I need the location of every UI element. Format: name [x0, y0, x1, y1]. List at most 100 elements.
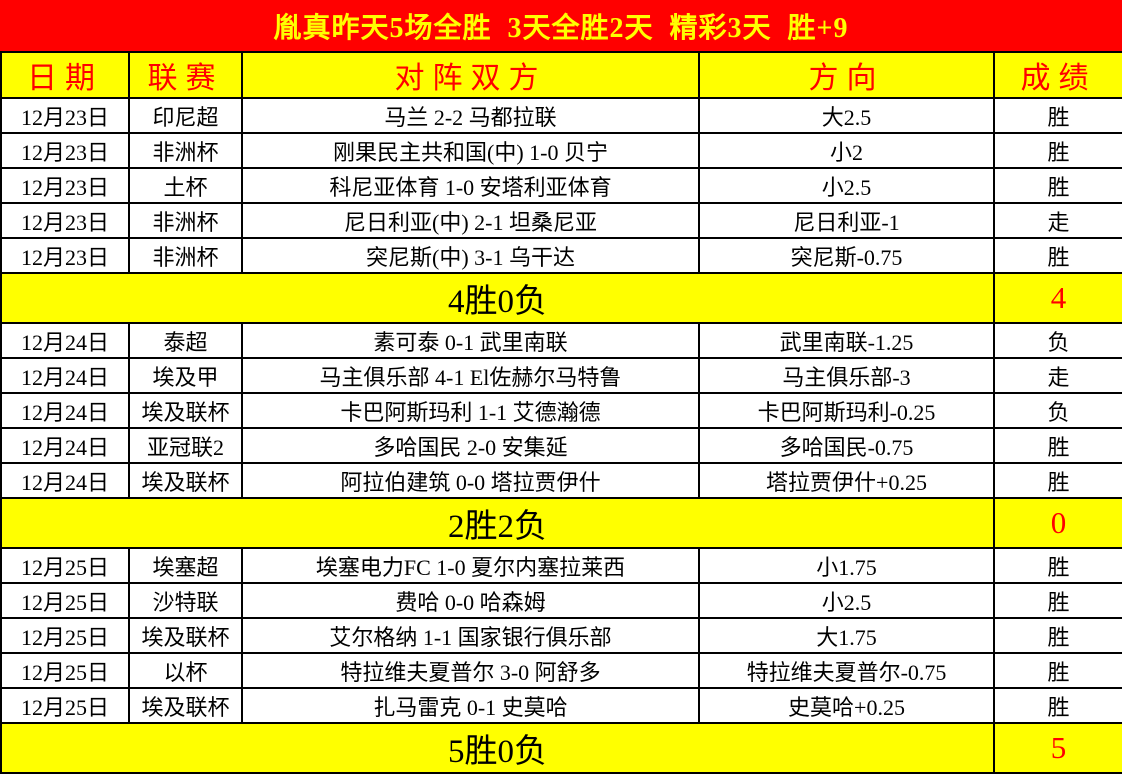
league-cell: 非洲杯	[128, 237, 243, 274]
league-cell: 土杯	[128, 167, 243, 204]
date-cell: 12月25日	[0, 582, 130, 619]
date-cell: 12月25日	[0, 547, 130, 584]
date-cell: 12月25日	[0, 652, 130, 689]
result-cell: 胜	[993, 237, 1122, 274]
match-cell: 素可泰 0-1 武里南联	[241, 322, 700, 359]
match-row: 12月23日 非洲杯 尼日利亚(中) 2-1 坦桑尼亚 尼日利亚-1 走	[0, 202, 1122, 239]
match-cell: 刚果民主共和国(中) 1-0 贝宁	[241, 132, 700, 169]
match-row: 12月25日 埃塞超 埃塞电力FC 1-0 夏尔内塞拉莱西 小1.75 胜	[0, 547, 1122, 584]
date-cell: 12月23日	[0, 167, 130, 204]
direction-cell: 小2.5	[698, 167, 995, 204]
league-cell: 泰超	[128, 322, 243, 359]
date-cell: 12月24日	[0, 462, 130, 499]
header-row: 日期 联赛 对阵双方 方向 成绩	[0, 51, 1122, 99]
promo-banner: 胤真昨天5场全胜 3天全胜2天 精彩3天 胜+9	[0, 0, 1122, 51]
match-row: 12月24日 泰超 素可泰 0-1 武里南联 武里南联-1.25 负	[0, 322, 1122, 359]
match-cell: 科尼亚体育 1-0 安塔利亚体育	[241, 167, 700, 204]
league-cell: 印尼超	[128, 97, 243, 134]
league-cell: 埃及联杯	[128, 617, 243, 654]
direction-cell: 大2.5	[698, 97, 995, 134]
header-league: 联赛	[128, 51, 243, 99]
direction-cell: 马主俱乐部-3	[698, 357, 995, 394]
summary-score: 0	[993, 497, 1122, 549]
direction-cell: 大1.75	[698, 617, 995, 654]
date-cell: 12月24日	[0, 427, 130, 464]
summary-row: 2胜2负 0	[0, 497, 1122, 549]
match-cell: 马主俱乐部 4-1 El佐赫尔马特鲁	[241, 357, 700, 394]
header-result: 成绩	[993, 51, 1122, 99]
match-row: 12月24日 埃及甲 马主俱乐部 4-1 El佐赫尔马特鲁 马主俱乐部-3 走	[0, 357, 1122, 394]
match-row: 12月23日 土杯 科尼亚体育 1-0 安塔利亚体育 小2.5 胜	[0, 167, 1122, 204]
header-match: 对阵双方	[241, 51, 700, 99]
result-cell: 胜	[993, 97, 1122, 134]
match-row: 12月25日 埃及联杯 艾尔格纳 1-1 国家银行俱乐部 大1.75 胜	[0, 617, 1122, 654]
match-row: 12月23日 非洲杯 突尼斯(中) 3-1 乌干达 突尼斯-0.75 胜	[0, 237, 1122, 274]
match-row: 12月23日 印尼超 马兰 2-2 马都拉联 大2.5 胜	[0, 97, 1122, 134]
result-cell: 胜	[993, 462, 1122, 499]
date-cell: 12月24日	[0, 392, 130, 429]
direction-cell: 尼日利亚-1	[698, 202, 995, 239]
date-cell: 12月24日	[0, 322, 130, 359]
match-cell: 费哈 0-0 哈森姆	[241, 582, 700, 619]
date-cell: 12月23日	[0, 132, 130, 169]
date-cell: 12月25日	[0, 687, 130, 724]
result-cell: 胜	[993, 652, 1122, 689]
match-cell: 卡巴阿斯玛利 1-1 艾德瀚德	[241, 392, 700, 429]
match-cell: 尼日利亚(中) 2-1 坦桑尼亚	[241, 202, 700, 239]
date-cell: 12月23日	[0, 202, 130, 239]
match-row: 12月25日 以杯 特拉维夫夏普尔 3-0 阿舒多 特拉维夫夏普尔-0.75 胜	[0, 652, 1122, 689]
direction-cell: 多哈国民-0.75	[698, 427, 995, 464]
league-cell: 亚冠联2	[128, 427, 243, 464]
result-cell: 胜	[993, 617, 1122, 654]
league-cell: 埃及联杯	[128, 392, 243, 429]
direction-cell: 小2	[698, 132, 995, 169]
league-cell: 非洲杯	[128, 132, 243, 169]
result-cell: 胜	[993, 167, 1122, 204]
result-cell: 走	[993, 357, 1122, 394]
direction-cell: 突尼斯-0.75	[698, 237, 995, 274]
header-direction: 方向	[698, 51, 995, 99]
summary-label: 2胜2负	[0, 497, 995, 549]
date-cell: 12月24日	[0, 357, 130, 394]
date-cell: 12月23日	[0, 237, 130, 274]
league-cell: 埃及甲	[128, 357, 243, 394]
match-cell: 阿拉伯建筑 0-0 塔拉贾伊什	[241, 462, 700, 499]
match-cell: 特拉维夫夏普尔 3-0 阿舒多	[241, 652, 700, 689]
result-cell: 胜	[993, 582, 1122, 619]
date-cell: 12月25日	[0, 617, 130, 654]
match-row: 12月23日 非洲杯 刚果民主共和国(中) 1-0 贝宁 小2 胜	[0, 132, 1122, 169]
direction-cell: 武里南联-1.25	[698, 322, 995, 359]
direction-cell: 小1.75	[698, 547, 995, 584]
league-cell: 以杯	[128, 652, 243, 689]
promo-banner-text: 胤真昨天5场全胜 3天全胜2天 精彩3天 胜+9	[273, 12, 849, 44]
match-cell: 艾尔格纳 1-1 国家银行俱乐部	[241, 617, 700, 654]
summary-row: 5胜0负 5	[0, 722, 1122, 774]
direction-cell: 特拉维夫夏普尔-0.75	[698, 652, 995, 689]
direction-cell: 卡巴阿斯玛利-0.25	[698, 392, 995, 429]
league-cell: 非洲杯	[128, 202, 243, 239]
summary-label: 5胜0负	[0, 722, 995, 774]
match-cell: 扎马雷克 0-1 史莫哈	[241, 687, 700, 724]
results-table: 日期 联赛 对阵双方 方向 成绩 12月23日 印尼超 马兰 2-2 马都拉联 大2.…	[0, 51, 1122, 774]
match-cell: 埃塞电力FC 1-0 夏尔内塞拉莱西	[241, 547, 700, 584]
league-cell: 埃塞超	[128, 547, 243, 584]
match-row: 12月25日 沙特联 费哈 0-0 哈森姆 小2.5 胜	[0, 582, 1122, 619]
result-cell: 胜	[993, 132, 1122, 169]
summary-row: 4胜0负 4	[0, 272, 1122, 324]
match-cell: 突尼斯(中) 3-1 乌干达	[241, 237, 700, 274]
match-cell: 多哈国民 2-0 安集延	[241, 427, 700, 464]
match-row: 12月25日 埃及联杯 扎马雷克 0-1 史莫哈 史莫哈+0.25 胜	[0, 687, 1122, 724]
league-cell: 沙特联	[128, 582, 243, 619]
league-cell: 埃及联杯	[128, 462, 243, 499]
results-body: 12月23日 印尼超 马兰 2-2 马都拉联 大2.5 胜 12月23日 非洲杯 刚果民主共和…	[0, 97, 1122, 774]
header-date: 日期	[0, 51, 130, 99]
result-cell: 胜	[993, 547, 1122, 584]
direction-cell: 史莫哈+0.25	[698, 687, 995, 724]
league-cell: 埃及联杯	[128, 687, 243, 724]
direction-cell: 塔拉贾伊什+0.25	[698, 462, 995, 499]
match-row: 12月24日 埃及联杯 卡巴阿斯玛利 1-1 艾德瀚德 卡巴阿斯玛利-0.25 负	[0, 392, 1122, 429]
summary-score: 5	[993, 722, 1122, 774]
result-cell: 负	[993, 322, 1122, 359]
match-cell: 马兰 2-2 马都拉联	[241, 97, 700, 134]
match-row: 12月24日 亚冠联2 多哈国民 2-0 安集延 多哈国民-0.75 胜	[0, 427, 1122, 464]
